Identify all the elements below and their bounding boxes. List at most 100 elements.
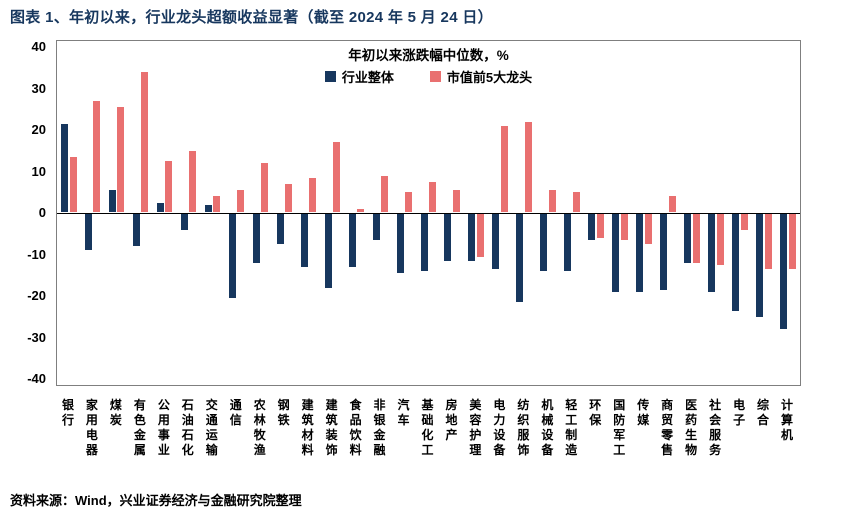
bar-top5 xyxy=(764,214,772,270)
bar-top5 xyxy=(261,163,269,212)
y-tick-label: 20 xyxy=(31,122,46,137)
bar-top5 xyxy=(141,71,149,212)
bar-top5 xyxy=(596,214,604,238)
bar-industry xyxy=(468,214,476,261)
x-axis-label: 基 础 化 工 xyxy=(421,398,434,457)
x-axis-label: 纺 织 服 饰 xyxy=(517,398,530,457)
bar-top5 xyxy=(692,214,700,263)
bar-top5 xyxy=(189,150,197,212)
bar-top5 xyxy=(548,190,556,212)
x-axis-label: 非 银 金 融 xyxy=(373,398,386,457)
bar-industry xyxy=(204,204,212,212)
bar-industry xyxy=(684,214,692,263)
bar-top5 xyxy=(716,214,724,265)
bar-industry xyxy=(444,214,452,261)
x-axis-label: 美 容 护 理 xyxy=(469,398,482,457)
bar-top5 xyxy=(285,183,293,212)
x-axis-label: 综 合 xyxy=(757,398,770,427)
bar-top5 xyxy=(117,107,125,212)
x-axis-label: 煤 炭 xyxy=(109,398,122,427)
y-tick-label: 40 xyxy=(31,39,46,54)
bar-top5 xyxy=(213,196,221,212)
x-axis-label: 商 贸 零 售 xyxy=(661,398,674,457)
x-axis-label: 房 地 产 xyxy=(445,398,458,442)
y-axis: 40 30 20 10 0 -10 -20 -30 -40 xyxy=(0,0,46,514)
source-text: Wind，兴业证券经济与金融研究院整理 xyxy=(75,493,302,508)
x-axis-label: 公 用 事 业 xyxy=(157,398,170,457)
bar-industry xyxy=(324,214,332,288)
y-tick-label: 30 xyxy=(31,80,46,96)
bar-industry xyxy=(300,214,308,267)
bar-industry xyxy=(156,202,164,212)
y-tick-label: 10 xyxy=(31,163,46,179)
bar-top5 xyxy=(452,190,460,212)
y-tick-label: -30 xyxy=(27,329,46,345)
bar-top5 xyxy=(476,214,484,257)
x-axis-label: 国 防 军 工 xyxy=(613,398,626,457)
bar-industry xyxy=(516,214,524,303)
source-label: 资料来源： xyxy=(10,493,76,508)
bar-industry xyxy=(276,214,284,245)
legend-swatch-industry-icon xyxy=(324,71,336,82)
bar-industry xyxy=(540,214,548,272)
legend-item-industry: 行业整体 xyxy=(324,67,394,86)
bar-industry xyxy=(108,190,116,212)
x-axis-label: 电 力 设 备 xyxy=(493,398,506,457)
y-tick-label: -20 xyxy=(27,288,46,303)
x-axis-label: 计 算 机 xyxy=(781,398,794,442)
bar-top5 xyxy=(357,208,365,212)
bar-industry xyxy=(564,214,572,272)
x-axis-label: 家 用 电 器 xyxy=(85,398,98,457)
y-tick-label: -10 xyxy=(27,246,46,262)
legend-swatch-top5-icon xyxy=(429,71,441,82)
x-axis-label: 有 色 金 属 xyxy=(133,398,146,457)
y-tick-label: -40 xyxy=(27,371,46,386)
x-axis-label: 环 保 xyxy=(589,398,602,427)
bar-top5 xyxy=(668,196,676,212)
bar-industry xyxy=(636,214,644,292)
x-axis-label: 医 药 生 物 xyxy=(685,398,698,457)
x-axis-label: 机 械 设 备 xyxy=(541,398,554,457)
x-axis-label: 汽 车 xyxy=(397,398,410,427)
bar-industry xyxy=(348,214,356,267)
bar-industry xyxy=(84,214,92,251)
x-axis-label: 食 品 饮 料 xyxy=(349,398,362,457)
bar-industry xyxy=(708,214,716,292)
bar-top5 xyxy=(644,214,652,245)
x-axis-label: 通 信 xyxy=(229,398,242,427)
x-axis-label: 轻 工 制 造 xyxy=(565,398,578,457)
bar-industry xyxy=(492,214,500,270)
bar-top5 xyxy=(309,177,317,212)
bar-top5 xyxy=(381,175,389,212)
bar-industry xyxy=(228,214,236,299)
bar-top5 xyxy=(69,156,77,212)
bar-top5 xyxy=(572,192,580,212)
x-axis-label: 建 筑 材 料 xyxy=(301,398,314,457)
bar-industry xyxy=(756,214,764,317)
bar-industry xyxy=(420,214,428,272)
bar-top5 xyxy=(429,181,437,212)
figure-title: 图表 1、年初以来，行业龙头超额收益显著（截至 2024 年 5 月 24 日） xyxy=(10,9,493,26)
y-tick-label: 0 xyxy=(38,205,46,220)
bar-industry xyxy=(396,214,404,274)
bar-top5 xyxy=(333,142,341,212)
legend: 行业整体 市值前5大龙头 xyxy=(57,67,800,86)
bar-industry xyxy=(61,123,68,212)
bar-industry xyxy=(660,214,668,290)
bar-industry xyxy=(588,214,596,240)
legend-item-top5: 市值前5大龙头 xyxy=(429,67,532,86)
x-axis-label: 钢 铁 xyxy=(277,398,290,427)
x-axis-label: 石 油 石 化 xyxy=(181,398,194,457)
bar-industry xyxy=(372,214,380,240)
x-axis-label: 交 通 运 输 xyxy=(205,398,218,457)
x-axis-label: 电 子 xyxy=(733,398,746,427)
x-axis-label: 银 行 xyxy=(61,398,74,427)
bar-top5 xyxy=(405,192,413,212)
bar-industry xyxy=(780,214,788,330)
plot-area: 年初以来涨跌幅中位数，% 行业整体 市值前5大龙头 xyxy=(56,40,801,386)
legend-label-industry: 行业整体 xyxy=(341,70,394,85)
x-axis-label: 社 会 服 务 xyxy=(709,398,722,457)
bar-top5 xyxy=(93,100,101,212)
zero-axis-line xyxy=(57,213,800,214)
